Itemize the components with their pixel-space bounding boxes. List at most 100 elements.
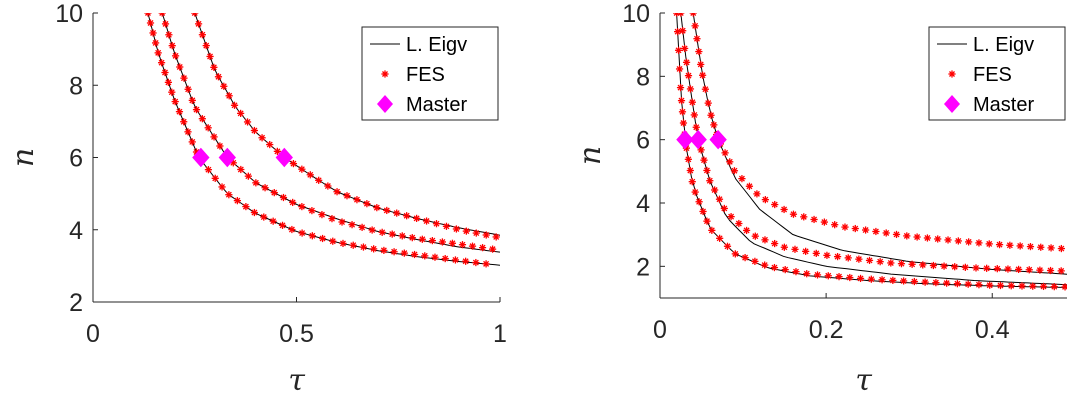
fes-point bbox=[686, 85, 695, 93]
fes-point bbox=[679, 27, 687, 35]
fes-point bbox=[441, 254, 449, 263]
fes-point bbox=[913, 233, 921, 241]
fes-point bbox=[211, 174, 219, 182]
fes-point bbox=[919, 261, 927, 269]
fes-point bbox=[398, 232, 406, 240]
fes-point bbox=[370, 245, 378, 253]
x-tick-label: 0 bbox=[86, 320, 100, 348]
fes-point bbox=[220, 82, 228, 90]
fes-point bbox=[679, 119, 688, 127]
fes-point bbox=[820, 218, 828, 226]
x-axis-label: τ bbox=[288, 363, 305, 395]
fes-point bbox=[865, 256, 874, 265]
fes-point bbox=[697, 146, 705, 154]
fes-point bbox=[192, 106, 201, 114]
fes-point bbox=[198, 115, 206, 123]
fes-point bbox=[383, 206, 391, 215]
fes-point bbox=[202, 41, 210, 50]
fes-point bbox=[432, 220, 441, 228]
master-point bbox=[192, 147, 210, 168]
fes-point bbox=[1026, 242, 1035, 251]
master-point bbox=[689, 129, 707, 150]
y-tick-label: 4 bbox=[69, 217, 83, 245]
fes-point bbox=[388, 230, 396, 238]
fes-point bbox=[149, 29, 157, 37]
fes-point bbox=[716, 234, 724, 242]
fes-point bbox=[146, 19, 155, 27]
fes-point bbox=[753, 190, 761, 198]
fes-point bbox=[700, 156, 708, 164]
fes-point bbox=[462, 227, 470, 235]
fes-point bbox=[674, 46, 683, 54]
fes-point bbox=[214, 73, 223, 81]
fes-point bbox=[715, 195, 724, 203]
fes-point bbox=[688, 98, 696, 106]
x-tick-label: 0 bbox=[653, 316, 667, 344]
fes-point bbox=[731, 250, 739, 258]
fes-point bbox=[1006, 241, 1014, 249]
fes-point bbox=[1046, 266, 1055, 275]
fes-point bbox=[298, 203, 306, 211]
fes-point bbox=[225, 92, 233, 100]
plot-area bbox=[673, 13, 1067, 291]
fes-point bbox=[706, 177, 714, 185]
eigv-curve-3 bbox=[692, 13, 1067, 275]
fes-point bbox=[751, 257, 759, 265]
fes-point bbox=[983, 264, 991, 272]
fes-point bbox=[693, 35, 701, 43]
fes-point bbox=[802, 247, 810, 255]
fes-point bbox=[824, 272, 832, 280]
fes-point bbox=[771, 239, 779, 248]
fes-point bbox=[308, 232, 316, 240]
fes-point bbox=[261, 184, 269, 192]
fes-point bbox=[738, 175, 746, 183]
fes-point bbox=[154, 49, 162, 57]
y-tick-label: 10 bbox=[622, 0, 650, 28]
fes-point bbox=[403, 212, 411, 220]
fes-point bbox=[410, 250, 419, 259]
fes-point bbox=[349, 241, 357, 249]
fes-point bbox=[194, 20, 203, 28]
fes-point bbox=[812, 249, 820, 257]
fes-point bbox=[951, 263, 959, 271]
fes-point bbox=[165, 31, 173, 39]
fes-series-3 bbox=[191, 13, 500, 241]
fes-point bbox=[676, 84, 685, 92]
fes-point bbox=[390, 248, 398, 256]
fes-point bbox=[678, 108, 687, 116]
y-tick-label: 2 bbox=[69, 289, 83, 317]
fes-point bbox=[698, 71, 707, 79]
fes-point bbox=[975, 281, 983, 289]
fes-point bbox=[243, 118, 252, 126]
fes-point bbox=[210, 133, 218, 141]
fes-point bbox=[451, 256, 460, 264]
x-tick-label: 0.5 bbox=[279, 320, 314, 348]
master-point bbox=[275, 147, 293, 168]
fes-point bbox=[889, 276, 897, 284]
fes-point bbox=[711, 186, 719, 194]
eigv-curve-2 bbox=[680, 13, 1067, 286]
fes-point bbox=[944, 236, 952, 244]
y-tick-label: 8 bbox=[636, 63, 650, 91]
fes-point bbox=[237, 109, 245, 117]
fes-point bbox=[318, 211, 326, 219]
fes-point bbox=[892, 230, 901, 239]
fes-point bbox=[691, 188, 699, 196]
fes-point bbox=[1018, 282, 1026, 290]
fes-point bbox=[468, 242, 477, 250]
fes-point bbox=[792, 268, 800, 276]
fes-point bbox=[492, 233, 500, 241]
master-point bbox=[218, 147, 236, 168]
fes-point bbox=[198, 31, 207, 39]
y-tick-label: 4 bbox=[636, 190, 650, 218]
fes-point bbox=[741, 254, 749, 262]
fes-point bbox=[298, 165, 306, 173]
fes-point bbox=[180, 118, 188, 126]
fes-point bbox=[478, 244, 487, 252]
fes-point bbox=[823, 251, 831, 259]
fes-point bbox=[692, 123, 700, 131]
master-point bbox=[709, 129, 727, 150]
fes-point bbox=[278, 221, 287, 229]
fes-point bbox=[339, 239, 347, 248]
fes-point bbox=[965, 238, 973, 246]
